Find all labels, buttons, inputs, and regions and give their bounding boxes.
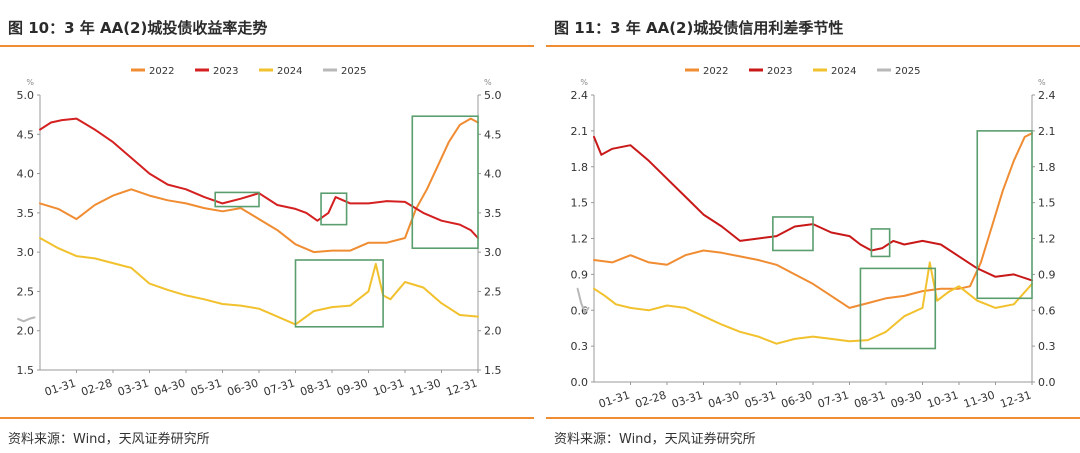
series-line-2022 <box>39 117 479 254</box>
y-tick-label-left: 1.8 <box>571 161 589 174</box>
source-divider <box>546 417 1080 419</box>
series-line-2025 <box>17 316 36 323</box>
y-tick-label-right: 0.3 <box>1038 340 1056 353</box>
y-tick-label-left: 0.3 <box>571 340 589 353</box>
legend-label: 2023 <box>213 66 238 77</box>
highlight-box <box>976 130 1033 300</box>
y-tick-label-left: 3.0 <box>17 246 35 259</box>
x-tick-label: 11-30 <box>962 388 996 410</box>
legend-label: 2024 <box>831 66 856 77</box>
y-tick-label-left: 0.0 <box>571 376 589 389</box>
y-tick-label-left: 1.5 <box>571 197 589 210</box>
chart-legend: 2022 2023 2024 2025 <box>685 66 920 77</box>
y-tick-label-right: 2.5 <box>484 285 502 298</box>
x-tick-label: 04-30 <box>707 388 741 410</box>
x-tick-label: 04-30 <box>153 376 187 398</box>
x-tick-label: 06-30 <box>780 388 814 410</box>
y-tick-label-right: 2.0 <box>484 325 502 338</box>
highlight-box <box>411 115 479 250</box>
series-line-2024 <box>39 237 479 326</box>
x-tick-label: 09-30 <box>889 388 923 410</box>
figure-title: 图 10：3 年 AA(2)城投债收益率走势 <box>8 19 268 37</box>
figure-panel-spread: 图 11：3 年 AA(2)城投债信用利差季节性 2022 2023 2024 202… <box>546 0 1080 453</box>
y-axis-unit-right: % <box>1038 78 1046 87</box>
y-tick-label-left: 5.0 <box>17 89 35 102</box>
legend-label: 2022 <box>703 66 728 77</box>
highlight-box <box>294 259 384 328</box>
y-tick-label-left: 3.5 <box>17 207 35 220</box>
y-tick-label-left: 2.0 <box>17 325 35 338</box>
series-line-2024 <box>593 261 1033 345</box>
y-tick-label-left: 0.9 <box>571 268 589 281</box>
highlight-box <box>214 191 260 208</box>
highlight-box <box>772 216 814 252</box>
x-tick-label: 12-31 <box>999 388 1033 410</box>
x-tick-label: 03-31 <box>116 376 150 398</box>
x-tick-label: 05-31 <box>189 376 223 398</box>
y-tick-label-right: 1.2 <box>1038 233 1056 246</box>
y-tick-label-right: 5.0 <box>484 89 502 102</box>
y-tick-label-right: 2.4 <box>1038 89 1056 102</box>
x-tick-label: 03-31 <box>670 388 704 410</box>
y-tick-label-left: 2.5 <box>17 285 35 298</box>
x-tick-label: 10-31 <box>926 388 960 410</box>
y-tick-label-right: 1.5 <box>484 364 502 377</box>
figure-title: 图 11：3 年 AA(2)城投债信用利差季节性 <box>554 19 844 37</box>
y-tick-label-right: 1.8 <box>1038 161 1056 174</box>
x-tick-label: 06-30 <box>226 376 260 398</box>
x-tick-label: 05-31 <box>743 388 777 410</box>
chart-yield-line: 2022 2023 2024 2025% % 1.5 1.5 2.0 2.0 2.5 2.5 3.0 3… <box>17 66 502 399</box>
y-tick-label-right: 4.0 <box>484 168 502 181</box>
legend-label: 2024 <box>277 66 302 77</box>
y-axis-unit-left: % <box>26 78 34 87</box>
chart-spread-line: 2022 2023 2024 2025% %0.0 0.00.3 0.30.6 0.60.9 0… <box>571 66 1056 411</box>
title-divider <box>0 45 534 47</box>
x-tick-label: 08-31 <box>853 388 887 410</box>
y-tick-label-right: 3.0 <box>484 246 502 259</box>
series-line-2025 <box>576 287 590 314</box>
highlight-box <box>870 228 891 258</box>
series-line-2022 <box>593 132 1033 309</box>
y-tick-label-right: 3.5 <box>484 207 502 220</box>
y-tick-label-left: 1.5 <box>17 364 35 377</box>
y-tick-label-right: 0.0 <box>1038 376 1056 389</box>
figure-panel-yield: 图 10：3 年 AA(2)城投债收益率走势 2022 2023 2024 2025%… <box>0 0 534 453</box>
y-tick-label-right: 2.1 <box>1038 125 1056 138</box>
legend-label: 2025 <box>341 66 366 77</box>
x-tick-label: 08-31 <box>299 376 333 398</box>
series-line-2023 <box>39 117 479 239</box>
x-tick-label: 09-30 <box>335 376 369 398</box>
legend-label: 2022 <box>149 66 174 77</box>
x-tick-label: 02-28 <box>80 376 114 398</box>
x-tick-label: 07-31 <box>816 388 850 410</box>
source-divider <box>0 417 534 419</box>
y-tick-label-left: 2.1 <box>571 125 589 138</box>
y-axis-unit-right: % <box>484 78 492 87</box>
x-tick-label: 02-28 <box>634 388 668 410</box>
x-tick-label: 01-31 <box>597 388 631 410</box>
x-tick-label: 10-31 <box>372 376 406 398</box>
chart-legend: 2022 2023 2024 2025 <box>131 66 366 77</box>
x-tick-label: 01-31 <box>43 376 77 398</box>
x-tick-label: 11-30 <box>408 376 442 398</box>
highlight-box <box>320 192 348 226</box>
x-tick-label: 12-31 <box>445 376 479 398</box>
y-tick-label-right: 0.6 <box>1038 304 1056 317</box>
y-axis-unit-left: % <box>580 78 588 87</box>
x-tick-label: 07-31 <box>262 376 296 398</box>
y-tick-label-left: 1.2 <box>571 233 589 246</box>
y-tick-label-right: 4.5 <box>484 128 502 141</box>
y-tick-label-left: 4.0 <box>17 168 35 181</box>
title-divider <box>546 45 1080 47</box>
series-line-2023 <box>593 135 1033 282</box>
highlight-box <box>859 267 937 350</box>
y-tick-label-right: 1.5 <box>1038 197 1056 210</box>
figure-source: 资料来源：Wind，天风证券研究所 <box>554 432 756 447</box>
y-tick-label-left: 2.4 <box>571 89 589 102</box>
legend-label: 2023 <box>767 66 792 77</box>
y-tick-label-right: 0.9 <box>1038 268 1056 281</box>
y-tick-label-left: 4.5 <box>17 128 35 141</box>
figure-source: 资料来源：Wind，天风证券研究所 <box>8 432 210 447</box>
legend-label: 2025 <box>895 66 920 77</box>
